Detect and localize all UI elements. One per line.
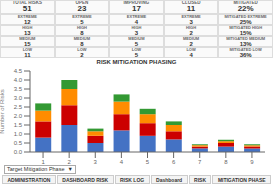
html-text:MITIGATED: MITIGATED: [233, 0, 258, 5]
html-text:MITIGATED MEDIUM: MITIGATED MEDIUM: [226, 35, 266, 41]
html-text:25%: 25%: [239, 18, 252, 25]
html-text:HIGH: HIGH: [76, 24, 87, 30]
svg-text:0.0: 0.0: [14, 149, 23, 155]
html-text:MEDIUM: MEDIUM: [19, 35, 36, 41]
html-text:2: 2: [80, 51, 84, 58]
svg-text:9: 9: [250, 159, 254, 164]
html-text:LOW: LOW: [77, 46, 87, 52]
html-text:MITIGATION PHASE: MITIGATION PHASE: [217, 176, 266, 183]
html-text:RISK: RISK: [194, 176, 206, 183]
svg-text:3.5: 3.5: [14, 86, 23, 92]
html-text:5: 5: [80, 18, 84, 25]
svg-text:8: 8: [224, 159, 228, 164]
html-text:MITIGATED LOW: MITIGATED LOW: [229, 46, 262, 52]
html-text:17: 17: [132, 4, 141, 14]
svg-text:1.0: 1.0: [14, 131, 23, 137]
html-text:EXTREME: EXTREME: [181, 13, 201, 19]
html-text:36%: 36%: [239, 51, 252, 58]
html-text:HIGH: HIGH: [186, 24, 197, 30]
html-text:EXTREME: EXTREME: [72, 13, 92, 19]
html-text:Dashboard: Dashboard: [156, 176, 183, 183]
html-text:11: 11: [186, 4, 196, 14]
svg-text:4.5: 4.5: [14, 68, 23, 74]
svg-text:1.5: 1.5: [14, 122, 23, 128]
svg-text:1: 1: [41, 159, 45, 164]
html-text:EXTREME: EXTREME: [126, 13, 147, 19]
html-text:22%: 22%: [237, 4, 254, 14]
html-text:RISK LOG: RISK LOG: [120, 176, 145, 183]
html-text:LOW: LOW: [131, 46, 142, 52]
html-text:2: 2: [189, 29, 193, 36]
html-text:5: 5: [134, 51, 139, 58]
html-text:HIGH: HIGH: [22, 24, 33, 30]
html-text:Target Mitigation Phase ▼: Target Mitigation Phase ▼: [7, 165, 73, 172]
html-text:23: 23: [77, 4, 87, 14]
html-text:13: 13: [24, 29, 31, 36]
html-text:DASHBOARD RISK: DASHBOARD RISK: [62, 176, 109, 183]
html-text:51: 51: [22, 4, 32, 14]
html-text:RISK MITIGATION PHASING: RISK MITIGATION PHASING: [96, 59, 177, 65]
html-text:11: 11: [24, 51, 31, 58]
html-text:12: 12: [24, 18, 31, 25]
html-text:LOW: LOW: [186, 46, 196, 52]
svg-text:4: 4: [120, 159, 124, 164]
html-text:LOW: LOW: [22, 46, 32, 52]
html-text:4: 4: [134, 18, 139, 25]
html-text:3: 3: [134, 29, 139, 36]
svg-text:4.0: 4.0: [14, 77, 23, 83]
svg-text:2: 2: [67, 159, 71, 164]
html-text:MITIGATED EXTREME: MITIGATED EXTREME: [224, 13, 267, 19]
html-text:3: 3: [189, 18, 193, 25]
html-text:HIGH: HIGH: [131, 24, 142, 30]
svg-text:3: 3: [94, 159, 98, 164]
svg-text:0.5: 0.5: [14, 140, 23, 146]
html-text:15%: 15%: [239, 29, 252, 36]
html-text:5: 5: [134, 40, 139, 47]
html-text:MITIGATED HIGH: MITIGATED HIGH: [229, 24, 263, 30]
html-text:CLOSED: CLOSED: [181, 0, 201, 5]
html-text:8: 8: [80, 29, 84, 36]
html-text:IMPROVING: IMPROVING: [123, 0, 150, 5]
svg-text:5: 5: [146, 159, 150, 164]
html-text:OPEN: OPEN: [75, 0, 89, 5]
html-text:ADMINISTRATION: ADMINISTRATION: [7, 176, 51, 183]
html-text:EXTREME: EXTREME: [17, 13, 37, 19]
svg-text:7: 7: [198, 159, 202, 164]
svg-text:2.0: 2.0: [14, 113, 23, 119]
svg-text:2.5: 2.5: [14, 104, 23, 110]
html-text:TOTAL RISKS: TOTAL RISKS: [12, 0, 42, 5]
html-text:MEDIUM: MEDIUM: [73, 35, 90, 41]
html-text:MEDIUM: MEDIUM: [183, 35, 200, 41]
svg-text:3.0: 3.0: [14, 95, 23, 101]
html-text:8: 8: [80, 40, 84, 47]
html-text:15: 15: [24, 40, 31, 47]
html-text:13%: 13%: [239, 40, 252, 47]
html-text:2: 2: [189, 40, 193, 47]
html-text:MEDIUM: MEDIUM: [128, 35, 145, 41]
svg-text:6: 6: [172, 159, 176, 164]
html-text:4: 4: [189, 51, 193, 58]
svg-text:Number of Risks: Number of Risks: [0, 89, 5, 133]
